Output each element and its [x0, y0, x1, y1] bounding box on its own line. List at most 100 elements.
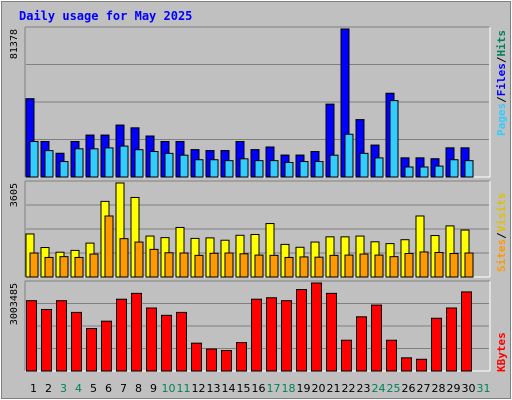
- kbytes-bar: [386, 339, 397, 372]
- sites-bar: [269, 254, 279, 278]
- kbytes-bar: [116, 298, 127, 372]
- kbytes-bar: [341, 339, 352, 372]
- pages-bar: [314, 161, 324, 178]
- chart-panels: 81378Pages/Files/Hits3605Sites/Visits300…: [9, 26, 508, 372]
- sites-bar: [194, 254, 204, 278]
- sites-bar: [389, 256, 399, 278]
- pages-bar: [149, 151, 159, 178]
- legend-separator: /: [495, 96, 508, 103]
- sites-bar: [29, 252, 39, 278]
- legend-files: Files: [495, 63, 508, 96]
- x-tick-label: 25: [387, 382, 401, 395]
- sites-bar: [44, 256, 54, 278]
- kbytes-bar: [176, 311, 187, 372]
- sites-bar: [344, 254, 354, 278]
- x-tick-label: 2: [45, 382, 52, 395]
- x-tick-label: 3: [60, 382, 67, 395]
- sites-bar: [449, 253, 459, 278]
- kbytes-bar: [356, 316, 367, 372]
- x-tick-label: 6: [105, 382, 112, 395]
- pages-bar: [194, 159, 204, 178]
- kbytes-bar: [416, 358, 427, 372]
- sites-bar: [59, 256, 69, 278]
- x-tick-label: 10: [162, 382, 176, 395]
- kbytes-bar: [86, 328, 97, 372]
- x-tick-label: 5: [90, 382, 97, 395]
- x-tick-label: 30: [462, 382, 476, 395]
- chart-title: Daily usage for May 2025: [19, 9, 192, 23]
- pages-bar: [284, 161, 294, 178]
- pages-bar: [344, 133, 354, 178]
- x-tick-label: 18: [282, 382, 296, 395]
- x-tick-label: 31: [477, 382, 491, 395]
- pages-bar: [254, 160, 264, 178]
- legend-sites: Sites: [495, 239, 508, 272]
- kbytes-bar: [71, 311, 82, 372]
- kbytes-bar: [56, 300, 67, 372]
- pages-bar: [209, 159, 219, 178]
- x-tick-label: 16: [252, 382, 266, 395]
- legend-hits: Hits: [495, 30, 508, 57]
- sites-bar: [209, 252, 219, 278]
- kbytes-bar: [461, 291, 472, 372]
- pages-bar: [464, 160, 474, 178]
- pages-bar: [419, 166, 429, 178]
- kbytes-bar: [431, 317, 442, 372]
- sites-bar: [134, 241, 144, 278]
- pages-bar: [299, 161, 309, 178]
- sites-bar: [404, 253, 414, 278]
- kbytes-bar: [311, 282, 322, 372]
- pages-bar: [374, 157, 384, 178]
- x-axis-day-labels: 1 2 3 4 5 6 7 8 9 10 11 12 13 14 15 16 17 18 19 20 21 22 23 24 2…: [30, 382, 491, 395]
- pages-bar: [404, 166, 414, 178]
- legend-separator: /: [495, 232, 508, 239]
- pages-bar: [164, 152, 174, 178]
- x-tick-label: 24: [372, 382, 386, 395]
- pages-bar: [104, 147, 114, 178]
- sites-bar: [74, 256, 84, 278]
- y-max-label: 3605: [9, 183, 20, 207]
- sites-bar: [164, 252, 174, 278]
- sites-bar: [314, 256, 324, 278]
- sites-bar: [179, 252, 189, 278]
- legend-pages: Pages: [495, 103, 508, 136]
- kbytes-bar: [26, 300, 37, 372]
- pages-bar: [239, 158, 249, 178]
- pages-bar: [59, 161, 69, 178]
- x-tick-label: 12: [192, 382, 206, 395]
- pages-bar: [134, 149, 144, 178]
- x-tick-label: 29: [447, 382, 461, 395]
- x-tick-label: 22: [342, 382, 356, 395]
- sites-bar: [464, 252, 474, 278]
- kbytes-bar: [266, 297, 277, 372]
- kbytes-bar: [41, 308, 52, 372]
- x-tick-label: 15: [237, 382, 251, 395]
- legend-separator: /: [495, 56, 508, 63]
- legend: Pages/Files/Hits: [495, 30, 508, 136]
- y-max-label: 3003485: [9, 283, 20, 325]
- sites-bar: [299, 256, 309, 278]
- x-tick-label: 14: [222, 382, 236, 395]
- sites-bar: [89, 253, 99, 278]
- kbytes-bar: [131, 292, 142, 372]
- legend-visits: Visits: [495, 193, 508, 233]
- pages-bar: [329, 154, 339, 178]
- sites-bar: [239, 253, 249, 278]
- y-max-label: 81378: [9, 29, 20, 59]
- kbytes-bar: [161, 314, 172, 372]
- x-tick-label: 13: [207, 382, 221, 395]
- pages-bar: [269, 160, 279, 178]
- sites-bar: [419, 251, 429, 278]
- pages-bar: [434, 165, 444, 178]
- kbytes-bar: [146, 307, 157, 372]
- x-tick-label: 17: [267, 382, 281, 395]
- x-tick-label: 19: [297, 382, 311, 395]
- x-tick-label: 23: [357, 382, 371, 395]
- sites-bar: [374, 254, 384, 278]
- legend: KBytes: [495, 332, 508, 372]
- sites-bar: [254, 254, 264, 278]
- kbytes-bar: [371, 304, 382, 372]
- kbytes-bar: [221, 349, 232, 372]
